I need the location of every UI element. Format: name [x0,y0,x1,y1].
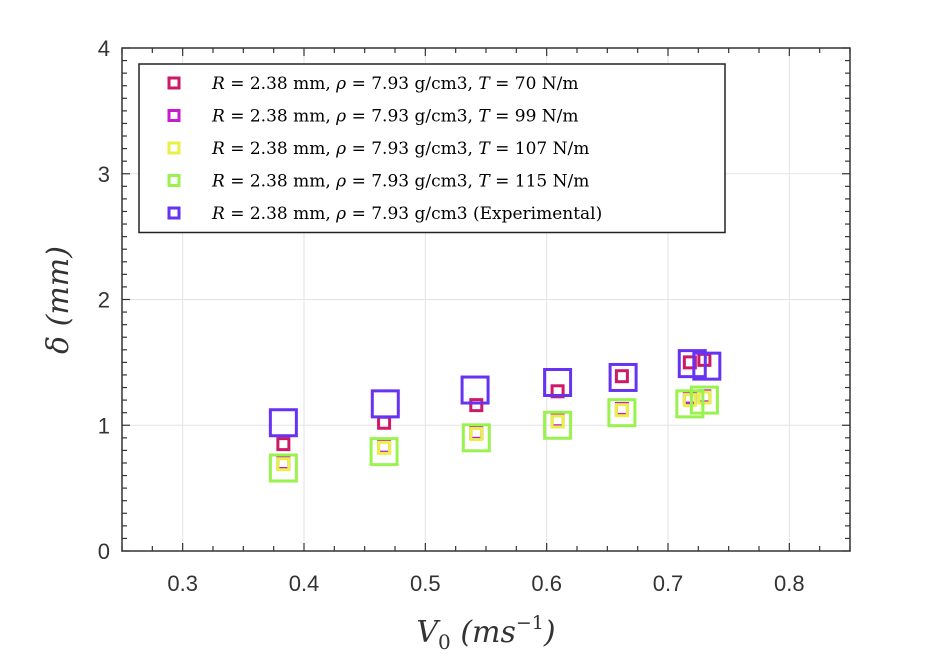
data-point [614,369,629,384]
axis-ticks: 0.3 0.4 0.5 0.6 0.7 0.8 0 1 2 3 4 [98,36,851,596]
data-point [689,385,719,415]
data-point [369,437,399,467]
legend-label: R = 2.38 mm, ρ = 7.93 g/cm3, T = 70 N/m [211,74,579,94]
x-tick-label: 0.7 [653,571,684,596]
data-point [276,457,291,472]
y-tick-label: 1 [98,413,110,438]
legend-label: R = 2.38 mm, ρ = 7.93 g/cm3 (Experimenta… [211,204,602,224]
legend-box [138,63,726,234]
x-tick-label: 0.3 [167,571,198,596]
data-point [550,414,565,429]
data-point [469,427,484,442]
data-point [614,403,629,418]
legend-marker [167,174,181,187]
y-tick-label: 3 [98,162,110,187]
data-point [608,362,638,392]
data-point [675,389,705,419]
data-point [677,349,707,379]
data-point [543,410,573,440]
data-point [461,423,491,453]
legend-label: R = 2.38 mm, ρ = 7.93 g/cm3, T = 115 N/m [211,172,589,192]
legend-marker [167,109,181,122]
data-markers [268,349,722,483]
legend-marker [167,141,181,155]
data-point [268,408,298,438]
data-point [543,367,573,397]
legend-label: R = 2.38 mm, ρ = 7.93 g/cm3, T = 99 N/m [211,107,579,127]
data-point [682,393,697,408]
data-point [469,398,484,413]
y-tick-label: 2 [98,288,110,313]
data-point [460,375,490,405]
legend-marker [167,76,181,90]
legend-marker [167,206,181,220]
data-point [607,398,637,428]
y-tick-label: 0 [98,539,110,564]
x-tick-label: 0.5 [410,571,441,596]
data-point [268,453,298,483]
x-tick-label: 0.6 [531,571,562,596]
data-point [682,355,697,370]
data-point [692,351,722,381]
data-point [370,389,400,419]
data-point [377,440,392,455]
data-point [377,415,392,430]
x-tick-label: 0.4 [289,571,320,596]
y-tick-label: 4 [98,36,110,61]
data-point [276,437,291,452]
x-axis-label: V0 (ms−1) [416,612,555,654]
legend-label: R = 2.38 mm, ρ = 7.93 g/cm3, T = 107 N/m [211,139,589,159]
x-tick-label: 0.8 [774,571,805,596]
data-point [697,390,712,405]
y-axis-label: δ (mm) [41,246,76,354]
legend: R = 2.38 mm, ρ = 7.93 g/cm3, T = 70 N/m R… [138,63,726,234]
